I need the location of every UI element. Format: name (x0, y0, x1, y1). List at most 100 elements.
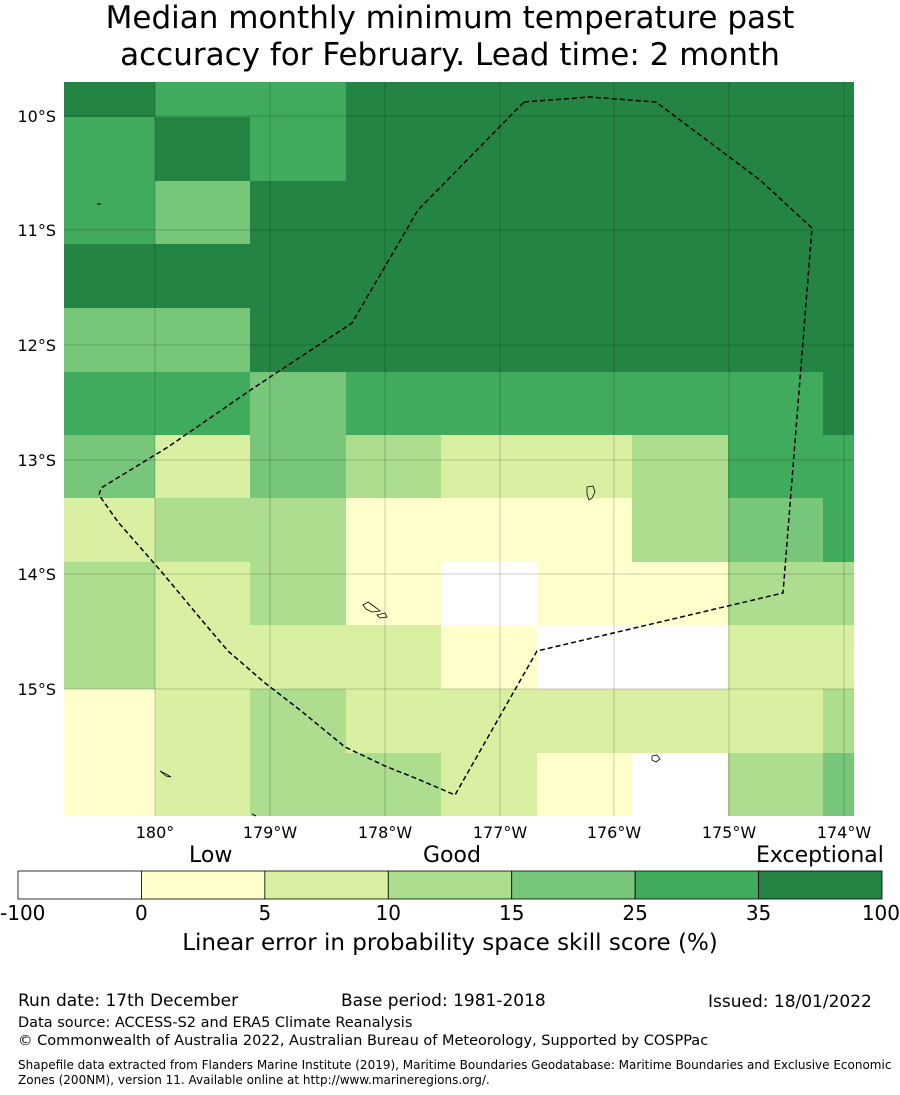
grid-cell (441, 181, 537, 244)
grid-cell (250, 562, 346, 625)
colorbar-tick-label: 100 (861, 901, 900, 925)
grid-cell (632, 498, 728, 562)
grid-cell (250, 435, 346, 498)
longitude-label: 174°W (817, 823, 872, 842)
latitude-label: 14°S (17, 565, 56, 584)
grid-cell (632, 117, 728, 181)
colorbar-tick-label: 5 (258, 901, 272, 925)
grid-cell (346, 372, 441, 435)
grid-cell (632, 181, 728, 244)
grid-cell (346, 562, 441, 625)
grid-cell (346, 117, 441, 181)
grid-cell (537, 498, 632, 562)
longitude-label: 180° (136, 823, 175, 842)
longitude-labels: 180° 179°W 178°W 177°W 176°W 175°W 174°W (136, 823, 872, 842)
grid-cell (64, 562, 155, 625)
grid-cell (250, 689, 346, 753)
colorbar-title: Linear error in probability space skill … (182, 930, 718, 956)
grid-cell (537, 562, 632, 625)
grid-cell (632, 244, 728, 308)
grid-cell (250, 82, 346, 117)
data-source: Data source: ACCESS-S2 and ERA5 Climate … (18, 1015, 413, 1031)
colorbar-tick-label: 10 (375, 901, 402, 925)
grid-cell (155, 498, 250, 562)
longitude-label: 177°W (473, 823, 528, 842)
grid-cell (346, 625, 441, 689)
grid-cell (250, 625, 346, 689)
latitude-label: 11°S (17, 221, 56, 240)
grid-cell (64, 82, 155, 117)
longitude-label: 178°W (358, 823, 413, 842)
grid-cell (346, 498, 441, 562)
grid-cell (250, 244, 346, 308)
grid-cell (537, 308, 632, 372)
grid-cell (441, 498, 537, 562)
island-2 (362, 601, 381, 613)
grid-cell (823, 689, 854, 753)
grid-cell (64, 753, 155, 816)
graticule (64, 82, 854, 816)
grid-cell (728, 625, 823, 689)
colorbar-segment (264, 870, 389, 900)
island-5 (159, 770, 172, 778)
grid-cell (823, 498, 854, 562)
grid-cell (823, 82, 854, 117)
grid-cell (441, 562, 537, 625)
title-line-2: accuracy for February. Lead time: 2 mont… (120, 37, 780, 73)
grid-cell (155, 181, 250, 244)
grid-cell (632, 625, 728, 689)
grid-cell (441, 117, 537, 181)
grid-cell (632, 308, 728, 372)
latitude-labels: 10°S 11°S 12°S 13°S 14°S 15°S (17, 107, 56, 699)
run-date: Run date: 17th December (18, 991, 239, 1011)
grid-cell (155, 689, 250, 753)
shapefile-credit: Shapefile data extracted from Flanders M… (18, 1058, 892, 1087)
grid-cell (823, 181, 854, 244)
grid-cell (823, 244, 854, 308)
grid-cell (728, 753, 823, 816)
legend-label-exceptional: Exceptional (756, 843, 884, 868)
grid-cell (632, 753, 728, 816)
grid-cell (64, 244, 155, 308)
grid-cell (346, 753, 441, 816)
colorbar-segment (17, 870, 142, 900)
issued-date: Issued: 18/01/2022 (708, 992, 872, 1012)
grid-cell (441, 82, 537, 117)
copyright: © Commonwealth of Australia 2022, Austra… (18, 1033, 709, 1049)
grid-cell (346, 82, 441, 117)
grid-cell (441, 625, 537, 689)
grid-cell (728, 372, 823, 435)
latitude-label: 10°S (17, 107, 56, 126)
grid-cell (155, 435, 250, 498)
grid-cell (250, 117, 346, 181)
colorbar-tick-label: -100 (0, 901, 46, 925)
grid-cell (823, 308, 854, 372)
grid-cell (155, 82, 250, 117)
grid-cell (64, 117, 155, 181)
grid-cell (537, 625, 632, 689)
grid-cell (728, 181, 823, 244)
grid-cell (250, 372, 346, 435)
island-3 (376, 612, 388, 619)
island-7 (251, 813, 257, 817)
grid-cell (250, 753, 346, 816)
skill-grid (64, 82, 854, 816)
grid-cell (155, 372, 250, 435)
grid-cell (346, 689, 441, 753)
grid-cell (441, 244, 537, 308)
grid-cell (823, 753, 854, 816)
grid-cell (346, 308, 441, 372)
grid-cell (64, 625, 155, 689)
grid-cell (537, 181, 632, 244)
grid-cell (537, 435, 632, 498)
grid-cell (728, 82, 823, 117)
colorbar-tick-label: 15 (498, 901, 525, 925)
grid-cell (441, 435, 537, 498)
grid-cell (728, 435, 823, 498)
longitude-label: 176°W (587, 823, 642, 842)
island-4 (651, 754, 661, 763)
grid-cell (537, 372, 632, 435)
grid-cell (346, 181, 441, 244)
grid-cell (250, 308, 346, 372)
